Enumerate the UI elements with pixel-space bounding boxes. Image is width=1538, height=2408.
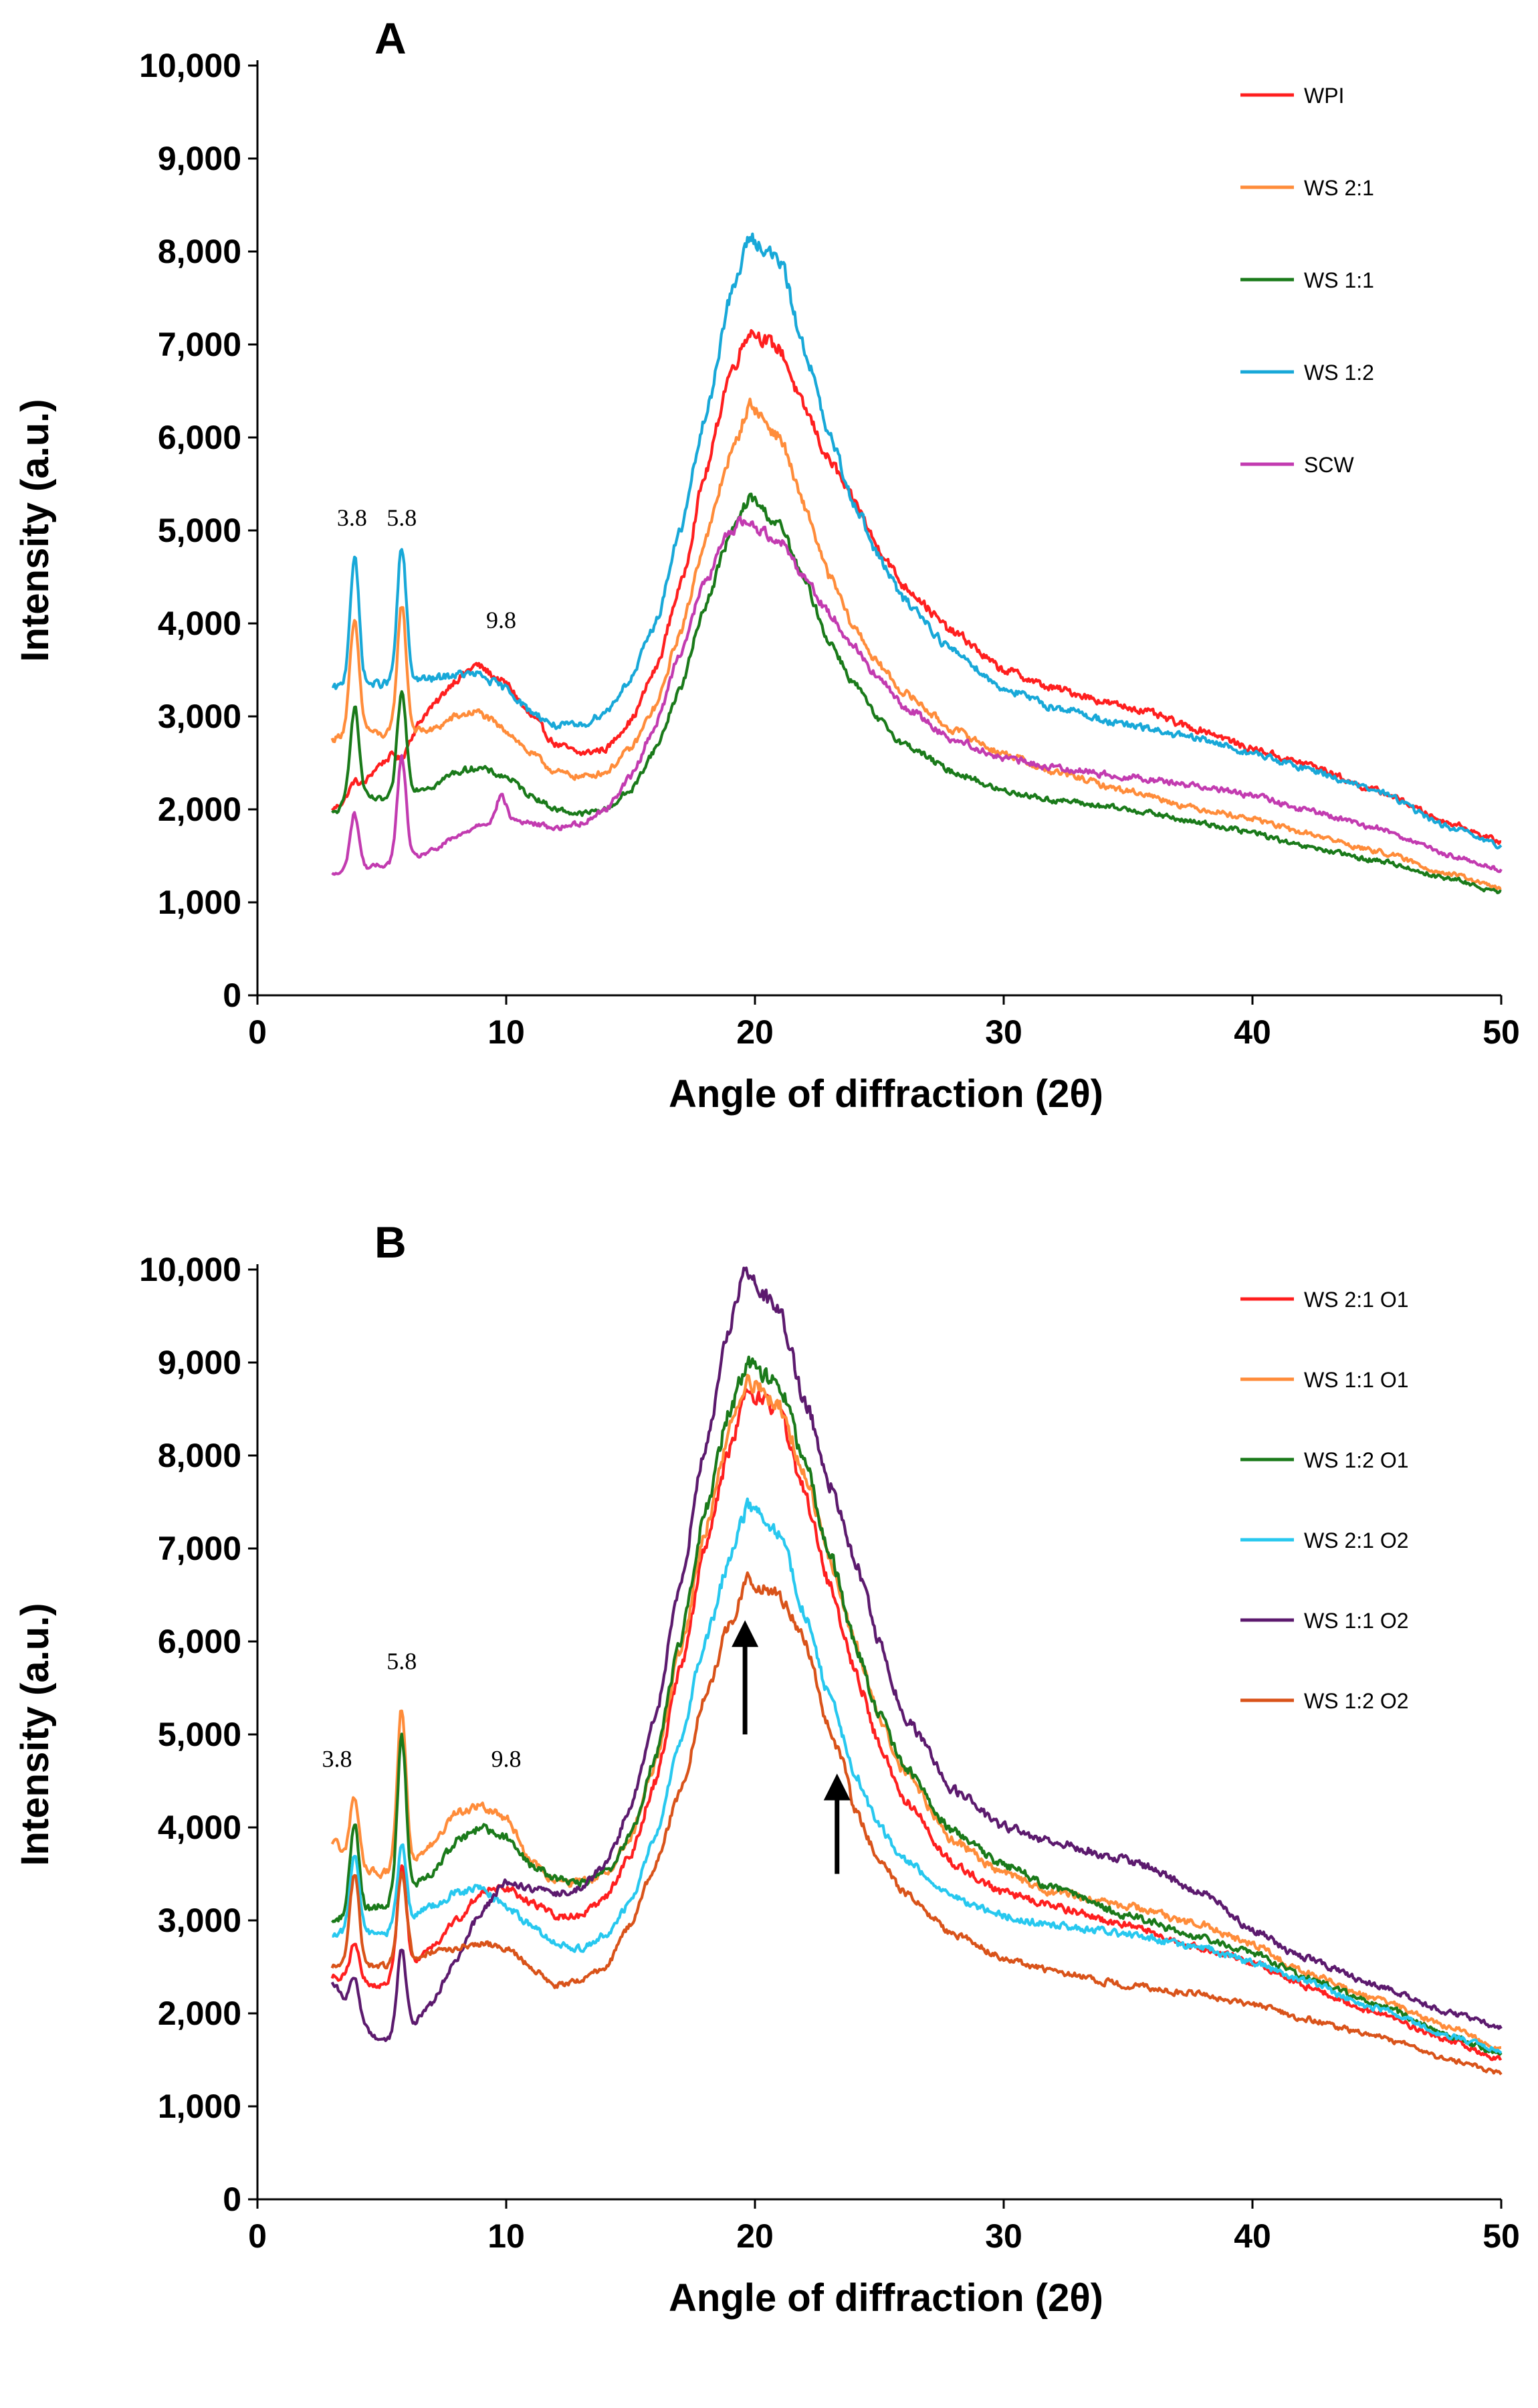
arrow-head [732, 1620, 759, 1647]
series-line-ws-1-2 [331, 232, 1503, 849]
y-tick-label: 10,000 [139, 47, 241, 84]
x-tick-label: 20 [736, 2217, 774, 2255]
series-line-ws-1-2-o1 [331, 1355, 1503, 2056]
panel-a: A 0 1,000 2,000 3,000 4,000 5,000 6,000 7,000 8,… [13, 13, 1520, 1116]
y-tick-label: 4,000 [158, 1809, 241, 1846]
y-tick-label: 0 [223, 977, 241, 1014]
peak-annotation: 9.8 [486, 607, 516, 633]
y-tick-label: 1,000 [158, 884, 241, 921]
series-line-ws-1-1 [331, 492, 1502, 894]
arrow-indicator [823, 1773, 851, 1874]
panel-b: B 0 1,000 2,000 3,000 4,000 5,000 6,000 7,000 8,… [0, 1204, 1538, 2408]
y-tick-label: 10,000 [139, 1251, 241, 1288]
y-tick-label: 5,000 [158, 1716, 241, 1753]
x-axis-title: Angle of diffraction (2θ) [669, 2276, 1103, 2320]
series-line-ws-1-1-o2 [330, 1266, 1503, 2042]
x-tick-label: 30 [985, 2217, 1022, 2255]
legend-label: WS 1:1 O1 [1304, 1368, 1409, 1392]
y-tick-label: 2,000 [158, 791, 241, 828]
legend-label: WS 1:2 [1304, 361, 1374, 385]
peak-annotation: 9.8 [491, 1746, 522, 1773]
series-line-scw [331, 515, 1503, 876]
legend-label: WS 2:1 O2 [1304, 1528, 1409, 1552]
y-tick-label: 8,000 [158, 1437, 241, 1474]
y-tick-label: 5,000 [158, 512, 241, 549]
legend-label: WS 1:1 O2 [1304, 1609, 1409, 1633]
chart-b: B 0 1,000 2,000 3,000 4,000 5,000 6,000 7,000 8,… [13, 1217, 1520, 2320]
y-tick-label: 6,000 [158, 419, 241, 456]
series-line-ws-2-1-o1 [330, 1388, 1503, 2062]
y-tick-label: 9,000 [158, 1344, 241, 1381]
peak-annotation: 5.8 [387, 1648, 417, 1675]
peak-annotation: 3.8 [337, 504, 367, 531]
series-line-ws-2-1 [330, 397, 1502, 890]
legend-label: SCW [1304, 453, 1354, 477]
y-tick-label: 8,000 [158, 233, 241, 270]
y-tick-label: 7,000 [158, 1530, 241, 1567]
y-tick-label: 1,000 [158, 2088, 241, 2125]
y-axis-title: Intensity (a.u.) [13, 399, 57, 662]
panel-letter-b: B [374, 1217, 407, 1267]
x-tick-label: 10 [487, 2217, 525, 2255]
y-tick-label: 0 [223, 2181, 241, 2218]
x-tick-label: 50 [1482, 2217, 1520, 2255]
y-axis-title: Intensity (a.u.) [13, 1603, 57, 1866]
x-axis-title: Angle of diffraction (2θ) [669, 1072, 1103, 1116]
x-tick-label: 0 [248, 2217, 267, 2255]
x-tick-label: 0 [248, 1013, 267, 1051]
x-tick-label: 10 [487, 1013, 525, 1051]
panel-letter-a: A [374, 13, 407, 63]
y-tick-label: 4,000 [158, 605, 241, 642]
y-tick-label: 9,000 [158, 140, 241, 177]
series-line-wpi [330, 329, 1502, 845]
legend-label: WS 2:1 O1 [1304, 1288, 1409, 1312]
x-tick-label: 30 [985, 1013, 1022, 1051]
x-tick-label: 40 [1234, 1013, 1271, 1051]
x-tick-label: 40 [1234, 2217, 1271, 2255]
y-tick-label: 7,000 [158, 326, 241, 363]
arrow-indicator [732, 1620, 759, 1734]
legend-label: WS 1:1 [1304, 268, 1374, 292]
x-tick-label: 20 [736, 1013, 774, 1051]
peak-annotation: 3.8 [322, 1746, 352, 1773]
series-line-ws-2-1-o2 [332, 1497, 1503, 2055]
y-tick-label: 3,000 [158, 698, 241, 735]
y-tick-label: 3,000 [158, 1902, 241, 1939]
arrow-head [823, 1773, 851, 1801]
peak-annotation: 5.8 [387, 504, 417, 531]
legend-label: WS 1:2 O2 [1304, 1689, 1409, 1713]
legend-label: WS 2:1 [1304, 176, 1374, 200]
legend-label: WPI [1304, 84, 1344, 108]
series-line-ws-1-2-o2 [330, 1571, 1503, 2076]
x-tick-label: 50 [1482, 1013, 1520, 1051]
y-tick-label: 2,000 [158, 1995, 241, 2032]
legend-label: WS 1:2 O1 [1304, 1448, 1409, 1472]
chart-a: A 0 1,000 2,000 3,000 4,000 5,000 6,000 7,000 8,… [13, 13, 1520, 1116]
y-tick-label: 6,000 [158, 1623, 241, 1660]
